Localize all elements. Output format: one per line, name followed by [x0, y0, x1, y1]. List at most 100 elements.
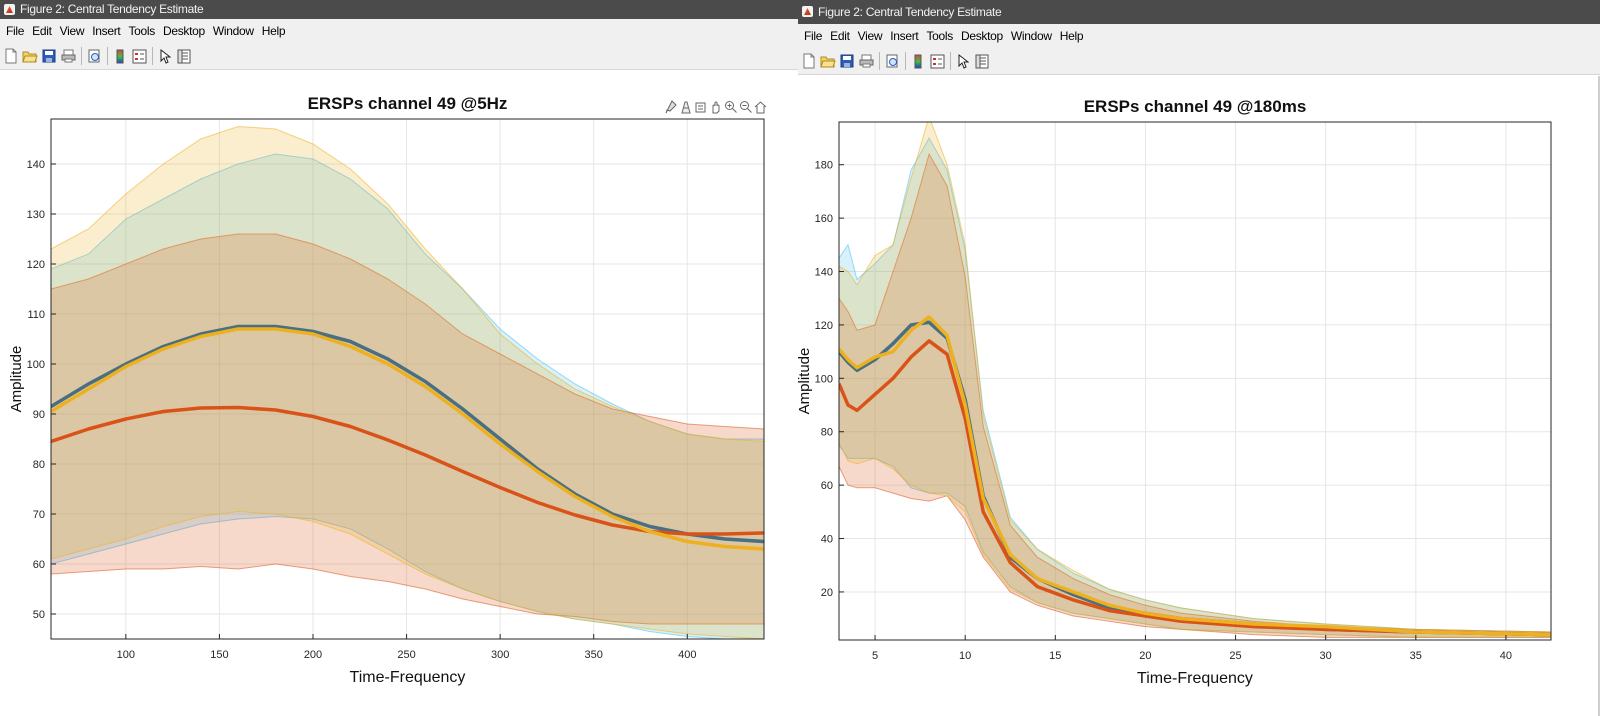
menu-edit[interactable]: Edit [830, 29, 850, 43]
print-preview-icon[interactable] [86, 48, 102, 64]
axes-box [50, 118, 765, 640]
save-icon[interactable] [41, 48, 57, 64]
figure-window-right: Figure 2: Central Tendency Estimate File… [798, 0, 1600, 716]
confidence-band-blue [839, 137, 1551, 638]
menu-bar: File Edit View Insert Tools Desktop Wind… [798, 24, 1600, 48]
y-tick-label: 100 [27, 359, 45, 371]
menu-bar: File Edit View Insert Tools Desktop Wind… [0, 19, 798, 43]
toolbar-separator [152, 47, 153, 65]
x-tick-label: 150 [210, 649, 228, 661]
property-inspector-icon[interactable] [176, 48, 192, 64]
menu-help[interactable]: Help [261, 24, 286, 38]
x-tick-label: 10 [959, 650, 971, 662]
legend-icon[interactable] [929, 53, 945, 69]
home-icon[interactable] [753, 99, 767, 115]
x-tick-label: 250 [397, 649, 415, 661]
y-tick-label: 130 [27, 209, 45, 221]
y-tick-label: 120 [815, 320, 833, 332]
menu-view[interactable]: View [857, 29, 883, 43]
toolbar-separator [107, 47, 108, 65]
x-tick-label: 25 [1229, 650, 1241, 662]
menu-window[interactable]: Window [1010, 29, 1052, 43]
plot-series-group [839, 122, 1551, 638]
colorbar-icon[interactable] [112, 48, 128, 64]
window-title: Figure 2: Central Tendency Estimate [818, 5, 1002, 19]
x-tick-label: 40 [1500, 650, 1512, 662]
x-tick-label: 5 [872, 650, 878, 662]
figure-toolbar [0, 43, 798, 70]
x-axis-label: Time-Frequency [350, 669, 466, 686]
toolbar-separator [950, 52, 951, 70]
rotate-icon[interactable] [693, 99, 707, 115]
y-tick-label: 50 [33, 609, 45, 621]
menu-desktop[interactable]: Desktop [162, 24, 205, 38]
menu-insert[interactable]: Insert [92, 24, 121, 38]
menu-tools[interactable]: Tools [128, 24, 155, 38]
x-tick-label: 350 [585, 649, 603, 661]
y-tick-label: 100 [815, 373, 833, 385]
matlab-icon [4, 4, 15, 15]
menu-window[interactable]: Window [212, 24, 254, 38]
x-tick-label: 20 [1139, 650, 1151, 662]
ersp-5hz-chart: 100 150 200 250 300 350 400 50 60 70 80 90 100 110 120… [8, 94, 765, 686]
mean-line-orange [839, 339, 1551, 637]
y-tick-label: 40 [821, 534, 833, 546]
x-tick-label: 300 [491, 649, 509, 661]
x-tick-label: 200 [304, 649, 322, 661]
pan-icon[interactable] [708, 99, 722, 115]
y-tick-label: 70 [33, 509, 45, 521]
x-axis-label: Time-Frequency [1137, 670, 1253, 687]
x-tick-label: 100 [117, 649, 135, 661]
property-inspector-icon[interactable] [974, 53, 990, 69]
data-tips-icon[interactable] [678, 99, 692, 115]
new-figure-icon[interactable] [801, 53, 817, 69]
plot-series-group [51, 125, 764, 639]
axes-toolbar [663, 99, 767, 115]
mean-line-blue [51, 324, 764, 544]
x-tick-label: 400 [678, 649, 696, 661]
menu-help[interactable]: Help [1059, 29, 1084, 43]
menu-desktop[interactable]: Desktop [960, 29, 1003, 43]
zoom-in-icon[interactable] [723, 99, 737, 115]
menu-view[interactable]: View [59, 24, 85, 38]
menu-file[interactable]: File [804, 29, 823, 43]
y-axis-label: Amplitude [798, 348, 813, 415]
save-icon[interactable] [839, 53, 855, 69]
x-tick-label: 15 [1049, 650, 1061, 662]
confidence-band-orange [839, 152, 1551, 638]
print-icon[interactable] [858, 53, 874, 69]
mean-line-yellow [839, 315, 1551, 637]
y-tick-label: 180 [815, 160, 833, 172]
new-figure-icon[interactable] [3, 48, 19, 64]
title-bar[interactable]: Figure 2: Central Tendency Estimate [0, 0, 798, 19]
y-tick-label: 80 [33, 459, 45, 471]
y-tick-label: 140 [27, 159, 45, 171]
y-tick-label: 110 [27, 309, 45, 321]
title-bar[interactable]: Figure 2: Central Tendency Estimate [798, 0, 1600, 24]
colorbar-icon[interactable] [910, 53, 926, 69]
brush-icon[interactable] [663, 99, 677, 115]
print-icon[interactable] [60, 48, 76, 64]
open-file-icon[interactable] [820, 53, 836, 69]
menu-insert[interactable]: Insert [890, 29, 919, 43]
mean-line-yellow [51, 327, 764, 551]
y-tick-label: 20 [821, 587, 833, 599]
chart-title: ERSPs channel 49 @180ms [1084, 97, 1307, 116]
y-tick-label: 80 [821, 427, 833, 439]
y-tick-label: 140 [815, 267, 833, 279]
confidence-band-yellow [51, 125, 764, 639]
print-preview-icon[interactable] [884, 53, 900, 69]
pointer-icon[interactable] [157, 48, 173, 64]
menu-tools[interactable]: Tools [926, 29, 953, 43]
open-file-icon[interactable] [22, 48, 38, 64]
menu-edit[interactable]: Edit [32, 24, 52, 38]
legend-icon[interactable] [131, 48, 147, 64]
x-tick-label: 35 [1410, 650, 1422, 662]
menu-file[interactable]: File [6, 24, 25, 38]
pointer-icon[interactable] [955, 53, 971, 69]
axes-box [838, 121, 1552, 641]
plot-background [51, 119, 764, 639]
y-tick-label: 60 [33, 559, 45, 571]
zoom-out-icon[interactable] [738, 99, 752, 115]
x-tick-label: 30 [1320, 650, 1332, 662]
